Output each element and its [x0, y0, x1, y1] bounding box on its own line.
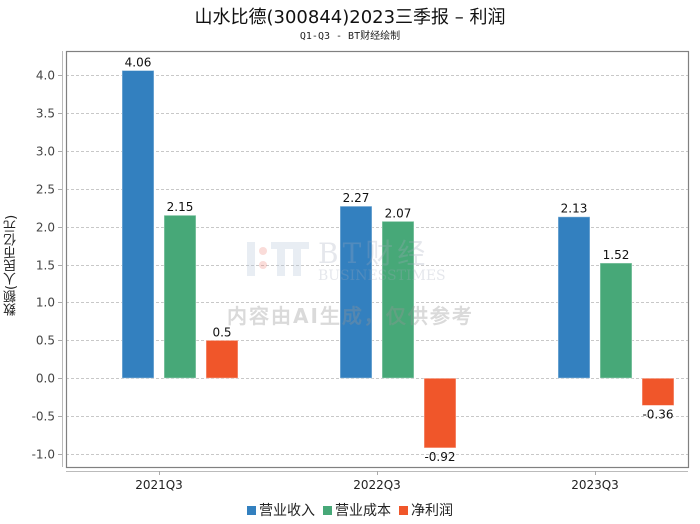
y-tick-label: 0.0: [36, 372, 55, 386]
watermark-ai-notice: 内容由AI生成，仅供参考: [227, 304, 474, 328]
legend-swatch-cost: [323, 505, 332, 515]
chart-title: 山水比德(300844)2023三季报 – 利润: [194, 7, 506, 28]
y-tick-label: 4.0: [36, 69, 55, 83]
y-tick-label: 3.0: [36, 145, 55, 159]
y-axis-ticks: -1.0 -0.5 0.0 0.5 1.0 1.5 2.0 2.5 3.0 3.5 4.0: [32, 69, 62, 462]
data-label: -0.92: [424, 450, 455, 464]
watermark-logo: [247, 242, 309, 276]
y-tick-label: -1.0: [32, 448, 55, 462]
legend-item-cost[interactable]: 营业成本: [323, 500, 391, 520]
x-tick-label: 2022Q3: [353, 478, 401, 492]
data-label: 2.27: [343, 191, 370, 205]
watermark-brand-en: BUSINESSTIMES: [318, 268, 446, 284]
data-label: 4.06: [125, 55, 152, 69]
data-label: 1.52: [603, 248, 630, 262]
y-axis-label: 数额(人民币亿元): [4, 214, 19, 316]
bar-cost-2023Q3: [599, 262, 633, 379]
x-tick-label: 2021Q3: [135, 478, 183, 492]
bar-revenue-2023Q3: [557, 216, 591, 379]
bars: [121, 69, 675, 449]
bar-cost-2021Q3: [163, 214, 197, 379]
legend-item-net-profit[interactable]: 净利润: [399, 500, 453, 520]
bar-cost-2022Q3: [381, 220, 415, 379]
x-axis-ticks: 2021Q3 2022Q3 2023Q3: [135, 471, 619, 492]
plot-border: [65, 50, 690, 469]
legend-label-cost: 营业成本: [335, 503, 391, 519]
data-label: 2.13: [561, 202, 588, 216]
y-tick-label: 2.0: [36, 221, 55, 235]
y-tick-label: 1.5: [36, 259, 55, 273]
data-labels: 4.06 2.15 0.5 2.27 2.07 -0.92 2.13 1.52 -0.36: [125, 55, 674, 463]
data-label: 0.5: [212, 325, 231, 339]
y-tick-label: 2.5: [36, 183, 55, 197]
data-label: 2.15: [167, 200, 194, 214]
watermark-brand: BT财经: [318, 237, 430, 270]
legend-item-revenue[interactable]: 营业收入: [247, 500, 315, 520]
legend-label-net-profit: 净利润: [411, 503, 453, 519]
data-label: -0.36: [642, 407, 673, 421]
y-tick-label: 1.0: [36, 296, 55, 310]
bar-revenue-2021Q3: [121, 69, 155, 379]
bar-revenue-2022Q3: [339, 205, 373, 379]
legend-swatch-revenue: [247, 505, 256, 515]
chart-subtitle: Q1-Q3 - BT财经绘制: [299, 31, 401, 42]
legend: 营业收入 营业成本 净利润: [0, 500, 700, 520]
gridlines: [66, 75, 688, 455]
bar-net-profit-2021Q3: [205, 339, 239, 379]
bar-net-profit-2022Q3: [423, 377, 457, 449]
legend-swatch-net-profit: [399, 505, 408, 515]
legend-label-revenue: 营业收入: [259, 503, 315, 519]
y-tick-label: -0.5: [32, 410, 55, 424]
data-label: 2.07: [385, 206, 412, 220]
x-tick-label: 2023Q3: [571, 478, 619, 492]
bar-net-profit-2023Q3: [641, 377, 675, 406]
y-tick-label: 0.5: [36, 334, 55, 348]
y-tick-label: 3.5: [36, 107, 55, 121]
